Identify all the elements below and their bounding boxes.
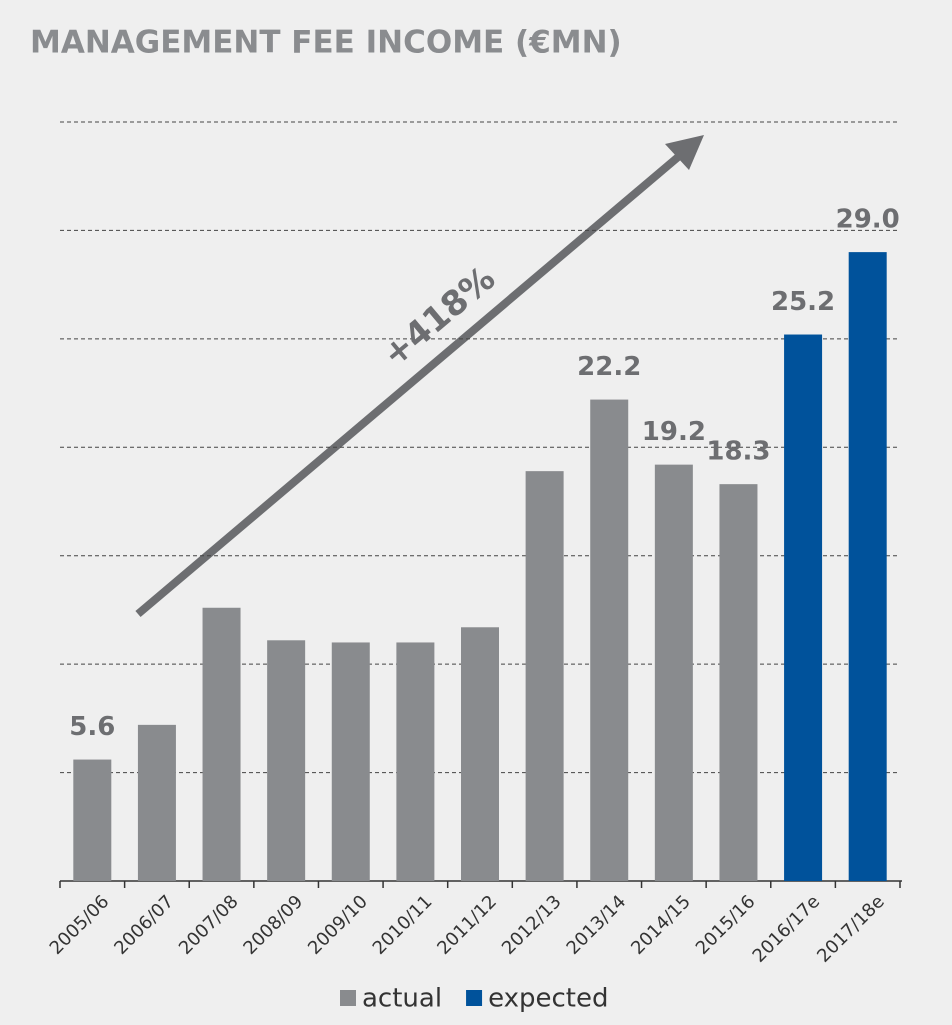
value-label: 22.2 xyxy=(577,352,641,382)
value-label: 25.2 xyxy=(771,287,835,317)
bar xyxy=(525,471,564,881)
bar xyxy=(461,627,499,881)
value-label: 19.2 xyxy=(642,417,706,447)
trend-arrow xyxy=(135,148,687,618)
arrow-head xyxy=(665,135,704,170)
value-label: 18.3 xyxy=(706,437,770,467)
bar xyxy=(331,642,370,881)
bar xyxy=(137,724,176,881)
bar xyxy=(654,464,693,881)
bar xyxy=(267,640,306,881)
bar xyxy=(396,642,435,881)
legend-swatch xyxy=(466,990,483,1006)
bar xyxy=(719,484,758,881)
bar xyxy=(784,334,823,881)
bar xyxy=(848,252,887,882)
value-label: 29.0 xyxy=(836,205,900,235)
bar xyxy=(202,607,241,881)
bar xyxy=(73,759,112,881)
chart-title: MANAGEMENT FEE INCOME (€MN) xyxy=(30,25,622,61)
value-label: 5.6 xyxy=(69,712,115,742)
legend-label: actual xyxy=(362,984,442,1014)
bar xyxy=(590,399,629,881)
legend-label: expected xyxy=(488,984,608,1014)
legend-swatch xyxy=(340,990,356,1006)
